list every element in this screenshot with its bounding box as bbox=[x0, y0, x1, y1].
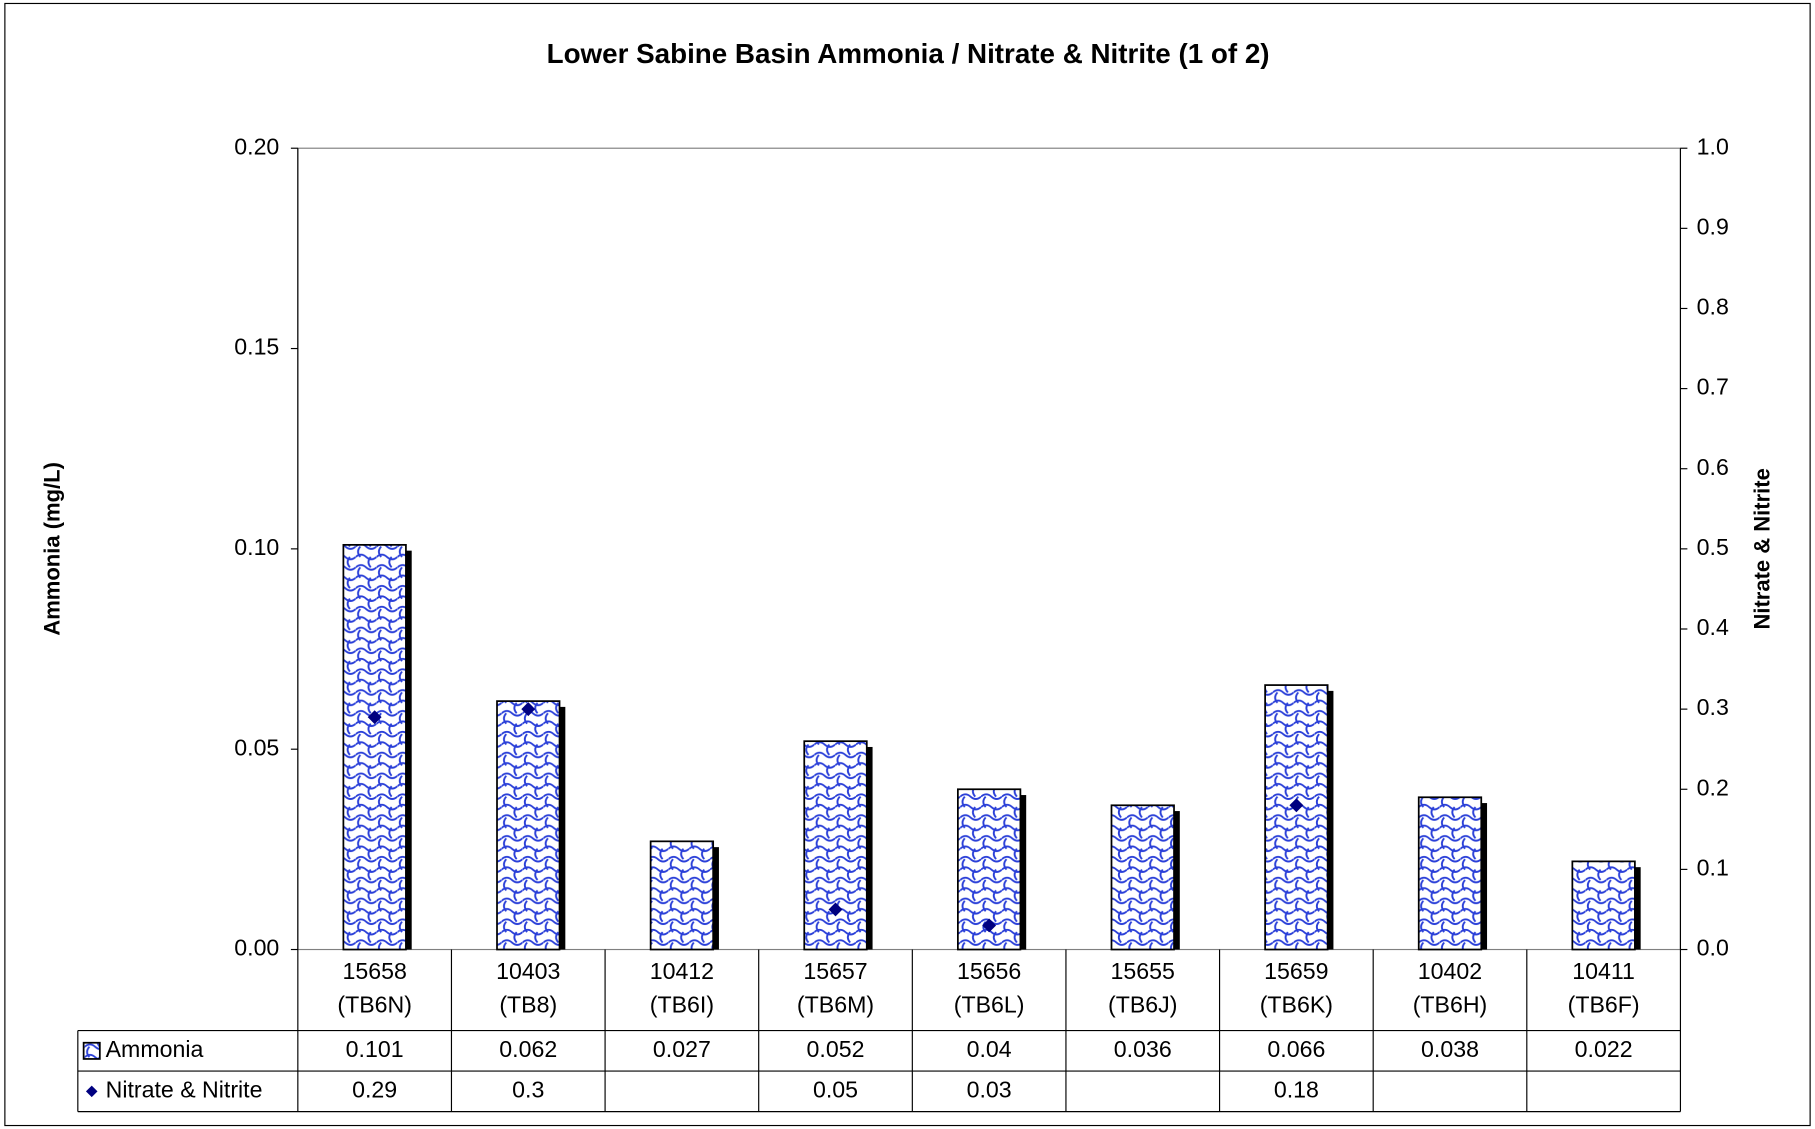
x-tick-label: (TB6L) bbox=[954, 991, 1025, 1017]
table-value: 0.04 bbox=[967, 1036, 1012, 1062]
table-value: 0.101 bbox=[346, 1036, 404, 1062]
y2-tick-label: 0.6 bbox=[1697, 454, 1729, 480]
y-tick-label: 0.15 bbox=[234, 334, 279, 360]
legend-key bbox=[85, 1085, 98, 1098]
y-axis-label: Ammonia (mg/L) bbox=[39, 462, 64, 636]
bar bbox=[649, 840, 715, 951]
table-value: 0.036 bbox=[1114, 1036, 1172, 1062]
y2-tick-label: 0.4 bbox=[1697, 614, 1729, 640]
y-tick-label: 0.05 bbox=[234, 734, 279, 760]
x-tick-label: 10403 bbox=[496, 958, 560, 984]
bar bbox=[342, 543, 407, 951]
x-tick-label: 10412 bbox=[650, 958, 714, 984]
table-value: 0.052 bbox=[807, 1036, 865, 1062]
table-value: 0.03 bbox=[967, 1076, 1012, 1102]
y2-tick-label: 0.1 bbox=[1697, 854, 1729, 880]
table-value: 0.066 bbox=[1267, 1036, 1325, 1062]
bar bbox=[1110, 804, 1175, 951]
marker bbox=[367, 710, 382, 725]
y2-tick-label: 0.2 bbox=[1697, 774, 1729, 800]
bar bbox=[803, 740, 868, 951]
legend-key bbox=[82, 1041, 101, 1060]
x-tick-label: (TB6N) bbox=[337, 991, 412, 1017]
x-tick-label: (TB6J) bbox=[1108, 991, 1177, 1017]
x-tick-label: (TB6H) bbox=[1413, 991, 1488, 1017]
table-value: 0.05 bbox=[813, 1076, 858, 1102]
y2-tick-label: 1.0 bbox=[1697, 133, 1729, 159]
x-tick-label: (TB6M) bbox=[797, 991, 874, 1017]
x-tick-label: 10402 bbox=[1418, 958, 1482, 984]
table-value: 0.027 bbox=[653, 1036, 711, 1062]
legend-label: Nitrate & Nitrite bbox=[106, 1076, 263, 1102]
x-tick-label: 15655 bbox=[1111, 958, 1175, 984]
x-tick-label: 15657 bbox=[803, 958, 867, 984]
bar bbox=[496, 700, 561, 951]
y2-tick-label: 0.7 bbox=[1697, 374, 1729, 400]
y2-axis-label: Nitrate & Nitrite bbox=[1750, 468, 1775, 629]
y2-tick-label: 0.0 bbox=[1697, 935, 1729, 961]
table-value: 0.18 bbox=[1274, 1076, 1319, 1102]
marker bbox=[1289, 798, 1304, 813]
x-tick-label: 10411 bbox=[1572, 958, 1635, 984]
table-value: 0.038 bbox=[1421, 1036, 1479, 1062]
bar bbox=[1417, 796, 1483, 951]
table-value: 0.062 bbox=[499, 1036, 557, 1062]
x-tick-label: 15658 bbox=[342, 958, 406, 984]
y2-tick-label: 0.3 bbox=[1697, 694, 1729, 720]
table-value: 0.3 bbox=[512, 1076, 544, 1102]
y-tick-label: 0.20 bbox=[234, 133, 279, 159]
x-tick-label: 15656 bbox=[957, 958, 1021, 984]
bar bbox=[1264, 684, 1329, 951]
x-tick-label: (TB6F) bbox=[1568, 991, 1640, 1017]
y-tick-label: 0.10 bbox=[234, 534, 279, 560]
y2-tick-label: 0.9 bbox=[1697, 213, 1729, 239]
x-tick-label: (TB6K) bbox=[1260, 991, 1333, 1017]
marker bbox=[828, 902, 843, 917]
bar bbox=[1571, 860, 1636, 951]
chart-frame bbox=[4, 2, 1811, 1127]
table-value: 0.022 bbox=[1575, 1036, 1633, 1062]
chart-title: Lower Sabine Basin Ammonia / Nitrate & N… bbox=[547, 38, 1270, 69]
table-value: 0.29 bbox=[352, 1076, 397, 1102]
x-tick-label: (TB6I) bbox=[650, 991, 714, 1017]
y2-tick-label: 0.8 bbox=[1697, 294, 1729, 320]
x-tick-label: 15659 bbox=[1264, 958, 1328, 984]
y-tick-label: 0.00 bbox=[234, 935, 279, 961]
legend-label: Ammonia bbox=[106, 1036, 204, 1062]
y2-tick-label: 0.5 bbox=[1697, 534, 1729, 560]
x-tick-label: (TB8) bbox=[499, 991, 557, 1017]
